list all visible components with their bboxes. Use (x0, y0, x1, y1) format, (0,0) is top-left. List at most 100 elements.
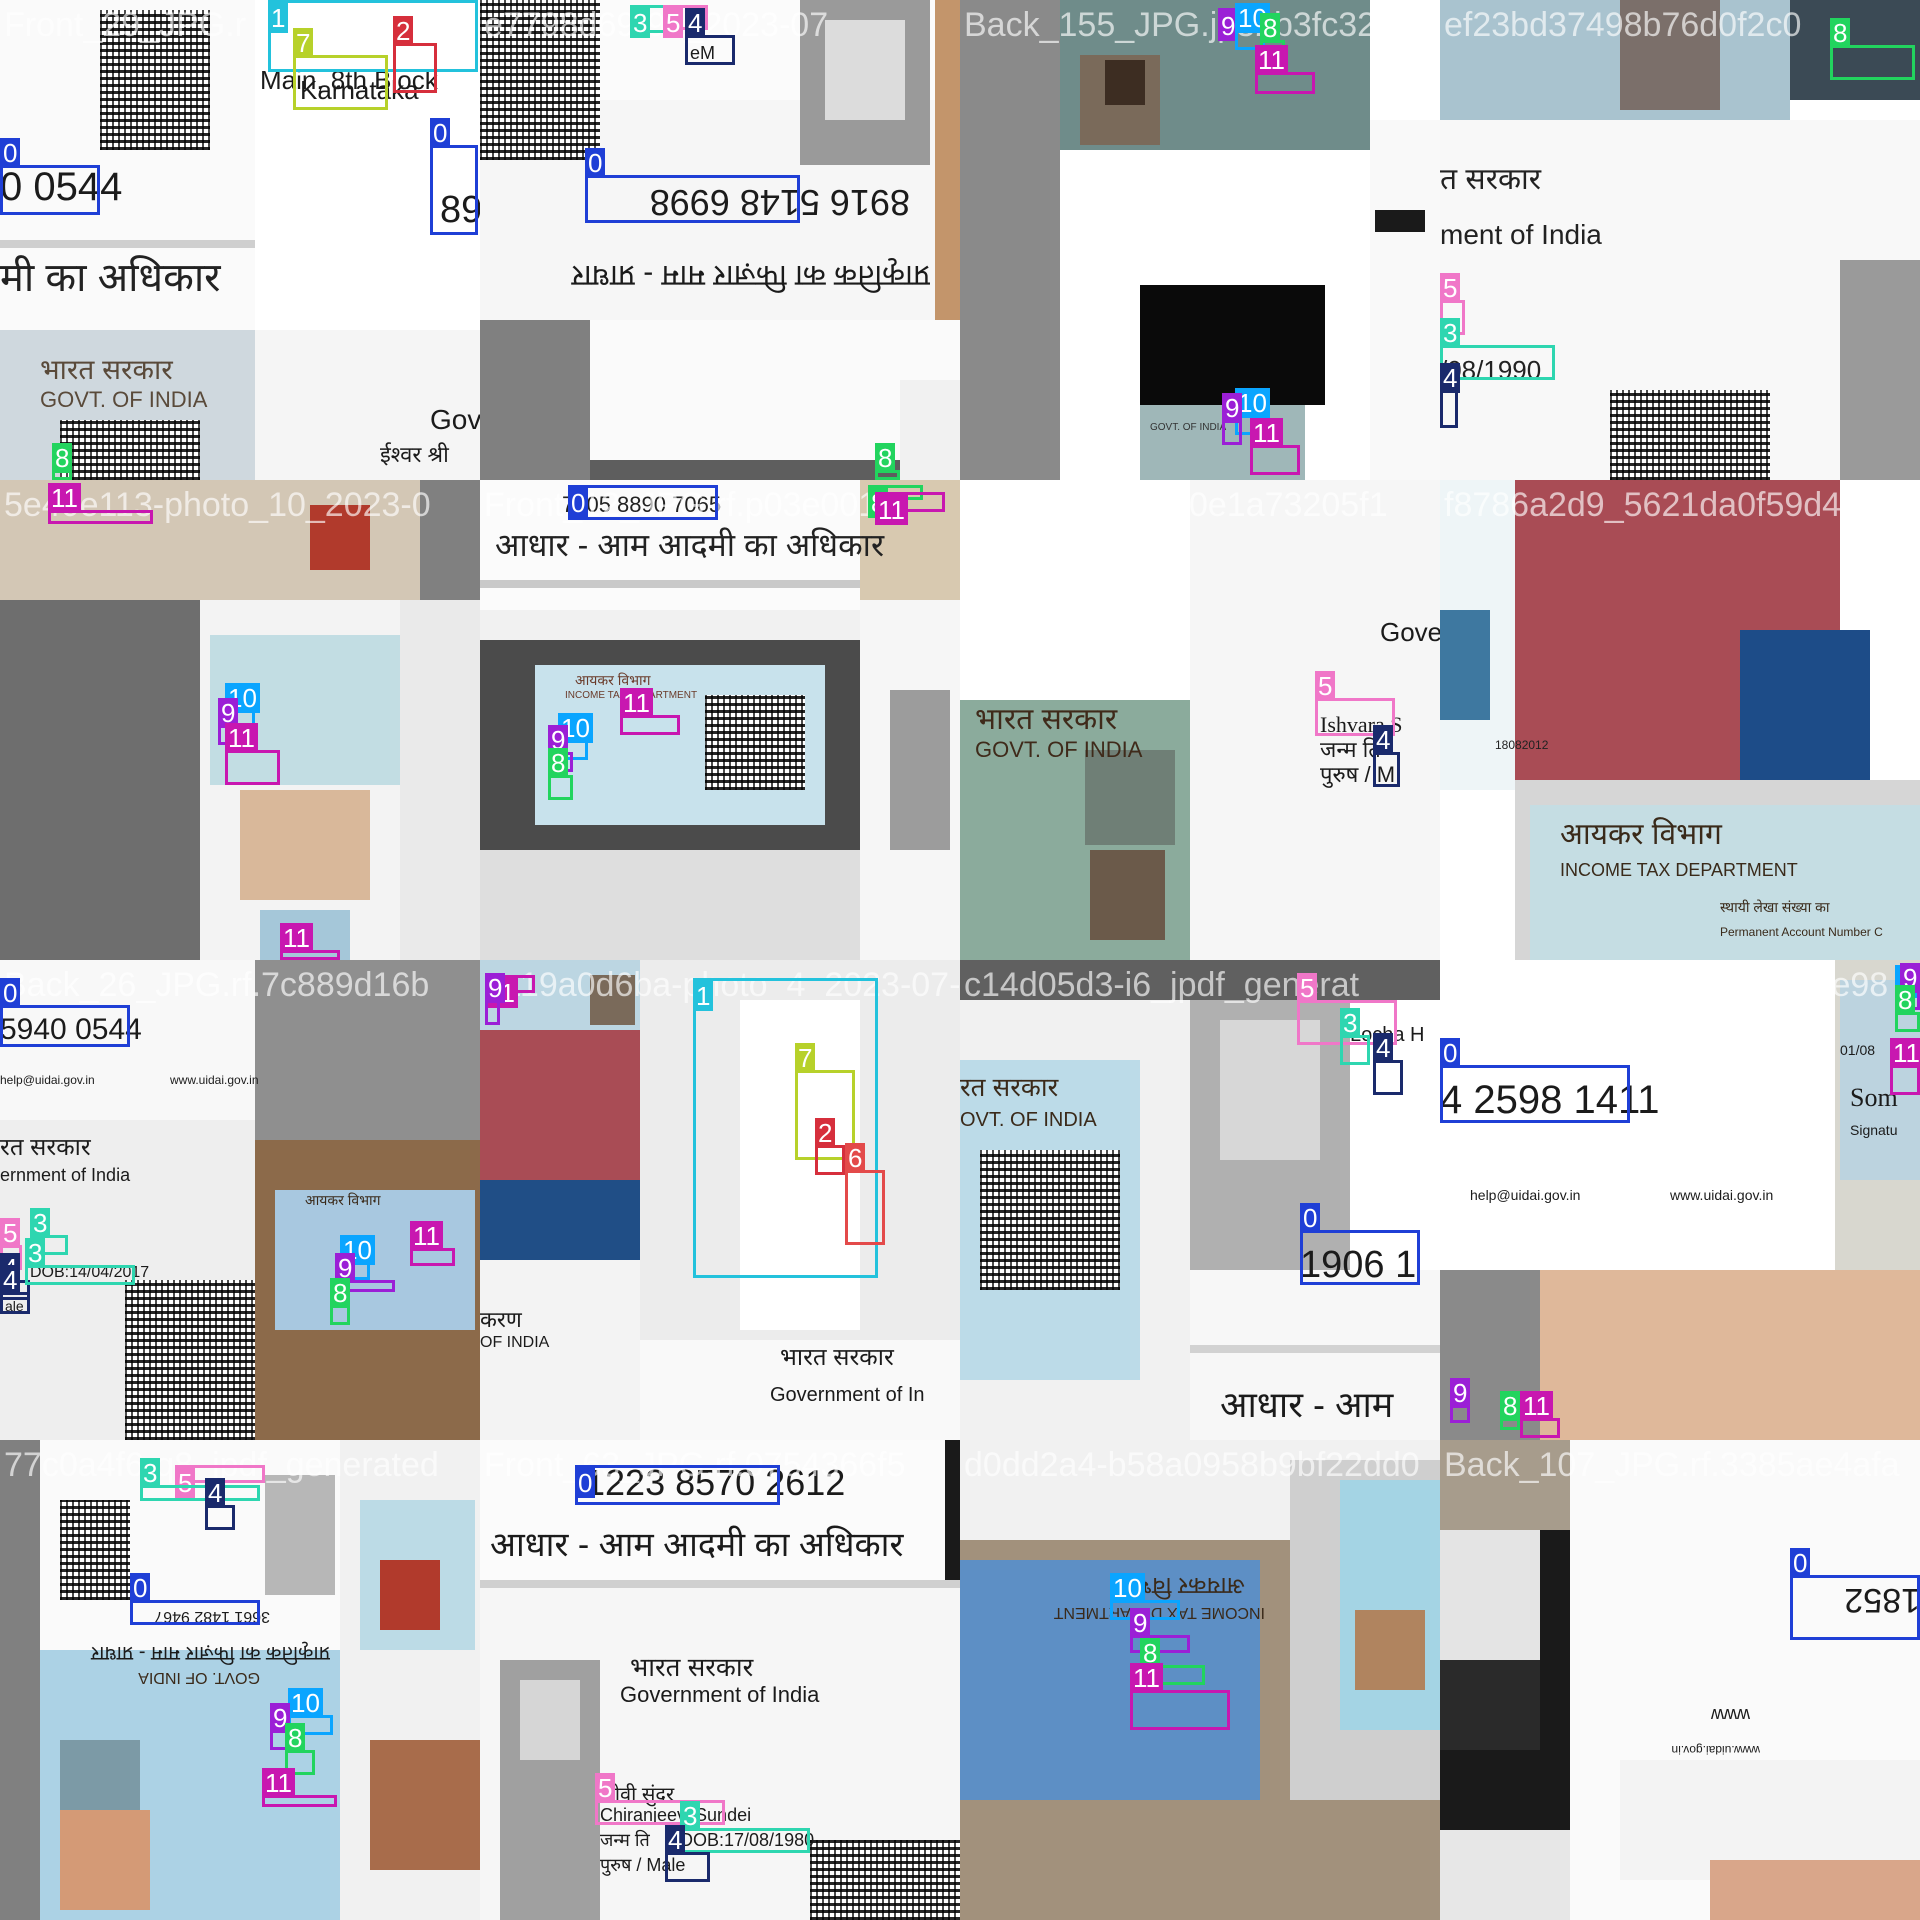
class-label: 5 (175, 1468, 196, 1498)
class-label: 4 (205, 1478, 226, 1508)
card-text: eM (690, 43, 716, 63)
image-region (1190, 1270, 1440, 1440)
bounding-box: 8 (548, 748, 573, 800)
class-label: 4 (0, 1265, 21, 1295)
class-label: 3 (140, 1458, 161, 1488)
card-text: GOVT. OF INDIA (1150, 422, 1227, 433)
qr-code-pattern (60, 420, 200, 480)
image-region (590, 975, 635, 1025)
image-region (1355, 1610, 1425, 1690)
card-text: आधार - आम आदमी का अधिकार (495, 527, 885, 563)
class-label: 11 (875, 495, 908, 525)
image-region (1620, 0, 1720, 110)
bounding-box: 0 (0, 138, 100, 215)
image-region (380, 1560, 440, 1630)
bounding-box: 11 (1520, 1391, 1560, 1438)
image-region (480, 1440, 960, 1580)
bounding-box: 11 (1890, 1038, 1920, 1095)
bounding-box: 0 (130, 1573, 260, 1625)
card-text: GOVT. OF INDIA (138, 1669, 260, 1686)
card-text: जन्म ति (600, 1830, 650, 1850)
image-region (890, 690, 950, 850)
class-label: 4 (685, 8, 706, 38)
mosaic-tile: 11 10 9 11 11 5e40e113-photo_10_2023-0 (0, 480, 480, 960)
qr-code-pattern (705, 695, 805, 790)
bounding-box: 11 (875, 492, 945, 525)
class-label: 0 (0, 138, 21, 168)
image-region (480, 320, 590, 480)
tile-filename: Back_26_JPG.rf.7c889d16b (4, 966, 430, 1004)
bounding-box: 1 (268, 0, 478, 72)
bounding-box: 5 (595, 1773, 725, 1825)
image-region (1090, 850, 1165, 940)
class-label: 8 (1260, 13, 1281, 43)
image-region (900, 380, 960, 480)
image-region (640, 1340, 960, 1440)
mosaic-tile: 18082012 आयकर विभाग INCOME TAX DEPARTMENT स… (1440, 480, 1920, 960)
bounding-box: 11 (280, 923, 340, 960)
image-region (935, 0, 960, 320)
class-label: 4 (1373, 1033, 1394, 1063)
bounding-box: 0 (1440, 1038, 1630, 1123)
image-region (1370, 120, 1440, 480)
class-label: 11 (410, 1221, 443, 1251)
class-label: 8 (330, 1278, 351, 1308)
image-region (480, 1180, 640, 1260)
card-text: Government of In (770, 1384, 925, 1406)
card-text: help@uidai.gov.in (1470, 1187, 1581, 1203)
card-text: www.uidai.gov.in (1671, 1743, 1761, 1757)
card-text: मी का अधिकार (0, 256, 221, 300)
class-label: 8 (285, 1723, 306, 1753)
bounding-box: 3 (680, 1801, 810, 1853)
image-region (825, 20, 905, 120)
class-label: 9 (1450, 1378, 1471, 1408)
bounding-box: 9 (1218, 8, 1248, 41)
class-label: 5 (595, 1773, 616, 1803)
card-text: Chiranjeevi Sundei (600, 1805, 752, 1825)
image-region (1375, 210, 1425, 232)
image-region (240, 790, 370, 900)
bounding-box: 4 (685, 8, 735, 65)
bounding-box: 9 (1222, 393, 1243, 445)
card-text: www.uidai.gov.in (170, 1073, 259, 1087)
image-region (370, 1740, 480, 1870)
class-label: 11 (1250, 418, 1283, 448)
card-text: पुरुष / M (1320, 762, 1396, 787)
bounding-box: 4 (1373, 1033, 1403, 1095)
card-text: 5940 0544 (0, 1013, 142, 1046)
image-region (480, 1260, 640, 1440)
class-label: 0 (1440, 1038, 1461, 1068)
qr-code-pattern (480, 0, 600, 160)
class-label: 11 (1255, 45, 1288, 75)
card-text: Permanent Account Number C (1720, 925, 1883, 939)
bounding-box: 11 (225, 723, 280, 785)
image-region (960, 960, 1440, 1000)
class-label: 8 (52, 443, 73, 473)
class-label: 9 (335, 1253, 356, 1283)
class-label: 9 (1130, 1608, 1151, 1638)
mosaic-tile: आयकर विभाग INCOME TAX DEPARTMENT 10 9 8 11 d0d… (960, 1440, 1440, 1920)
class-label: 3 (680, 1801, 701, 1831)
card-text: भारत सरकार (780, 1344, 894, 1371)
mosaic-tile: 1852 www www.uidai.gov.in 0 Back_107_JPG.rf.… (1440, 1440, 1920, 1920)
image-region (480, 580, 860, 588)
image-region (1140, 285, 1325, 405)
card-text: 4 2598 1411 (1440, 1078, 1660, 1122)
tile-filename: Back_208_JPG.rf.7c5816e98 (1444, 966, 1889, 1004)
card-text: 891 (440, 189, 480, 231)
class-label: 3 (25, 1238, 46, 1268)
bounding-box: 8 (1830, 18, 1915, 80)
image-region (1530, 805, 1920, 960)
class-label: 3 (630, 8, 651, 38)
image-region (520, 1680, 580, 1760)
card-text: रत सरकार (0, 1134, 91, 1161)
class-label: 11 (48, 483, 81, 513)
image-region (480, 850, 860, 960)
class-label: 5 (1315, 671, 1336, 701)
bounding-box: 8 (52, 443, 73, 480)
card-text: OF INDIA (480, 1334, 550, 1351)
image-region (960, 0, 1060, 480)
class-label: 8 (548, 748, 569, 778)
mosaic-tile: 1223 8570 2612 आधार - आम आदमी का अधिकार भा… (480, 1440, 960, 1920)
class-label: 3 (1340, 1008, 1361, 1038)
